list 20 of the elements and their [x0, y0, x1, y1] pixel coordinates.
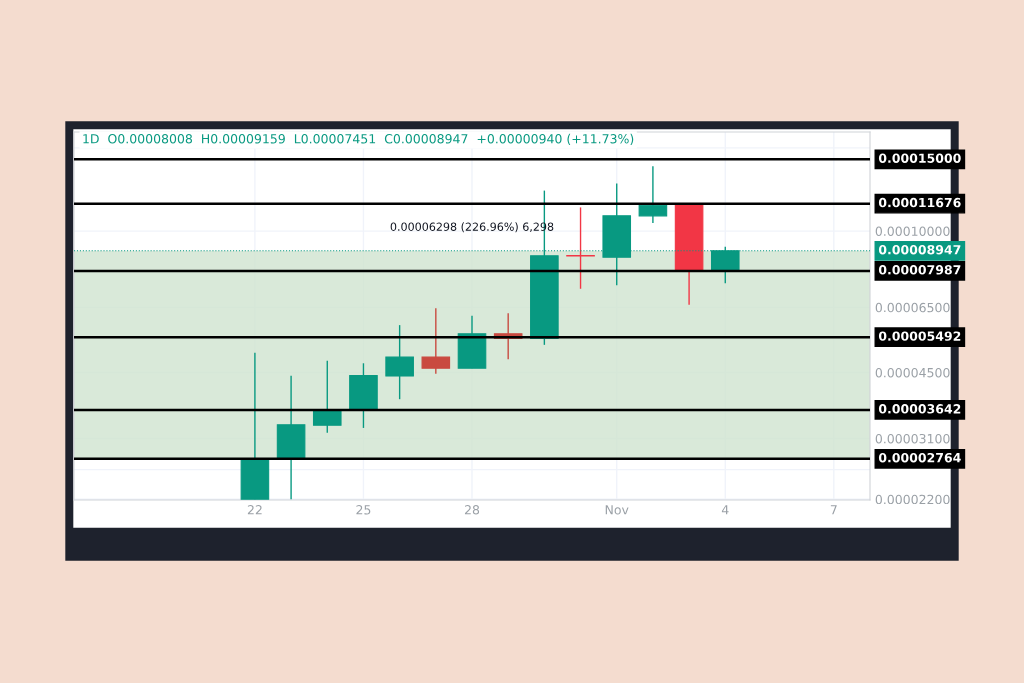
ref-line-label: 0.00015000 [878, 153, 961, 163]
chart-title: 1D O0.00008008 H0.00009159 L0.00007451 C0.00008947 +0.00000940 (+11.73%) [83, 133, 634, 145]
y-tick-label: 0.00010000 [875, 226, 950, 237]
x-tick-label: 25 [356, 505, 371, 515]
x-tick-label: 7 [830, 505, 837, 515]
ref-line-label: 0.00007987 [878, 265, 961, 275]
y-tick-label: 0.00006500 [875, 302, 950, 313]
ref-line-label: 0.00011676 [878, 197, 961, 208]
x-tick-label: 28 [464, 505, 480, 515]
y-tick-label: 0.00003100 [875, 433, 950, 444]
ref-line-label: 0.00008947 [878, 244, 961, 255]
y-tick-label: 0.00002200 [875, 494, 950, 505]
ref-line-label: 0.00003642 [878, 404, 961, 414]
ref-line-label: 0.00002764 [878, 452, 961, 463]
x-tick-label: Nov [605, 505, 629, 515]
ref-line-label: 0.00005492 [878, 331, 961, 341]
x-tick-label: 22 [247, 505, 262, 515]
candlestick [566, 206, 595, 290]
y-tick-label: 0.00004500 [875, 367, 950, 378]
x-tick-label: 4 [721, 505, 729, 515]
